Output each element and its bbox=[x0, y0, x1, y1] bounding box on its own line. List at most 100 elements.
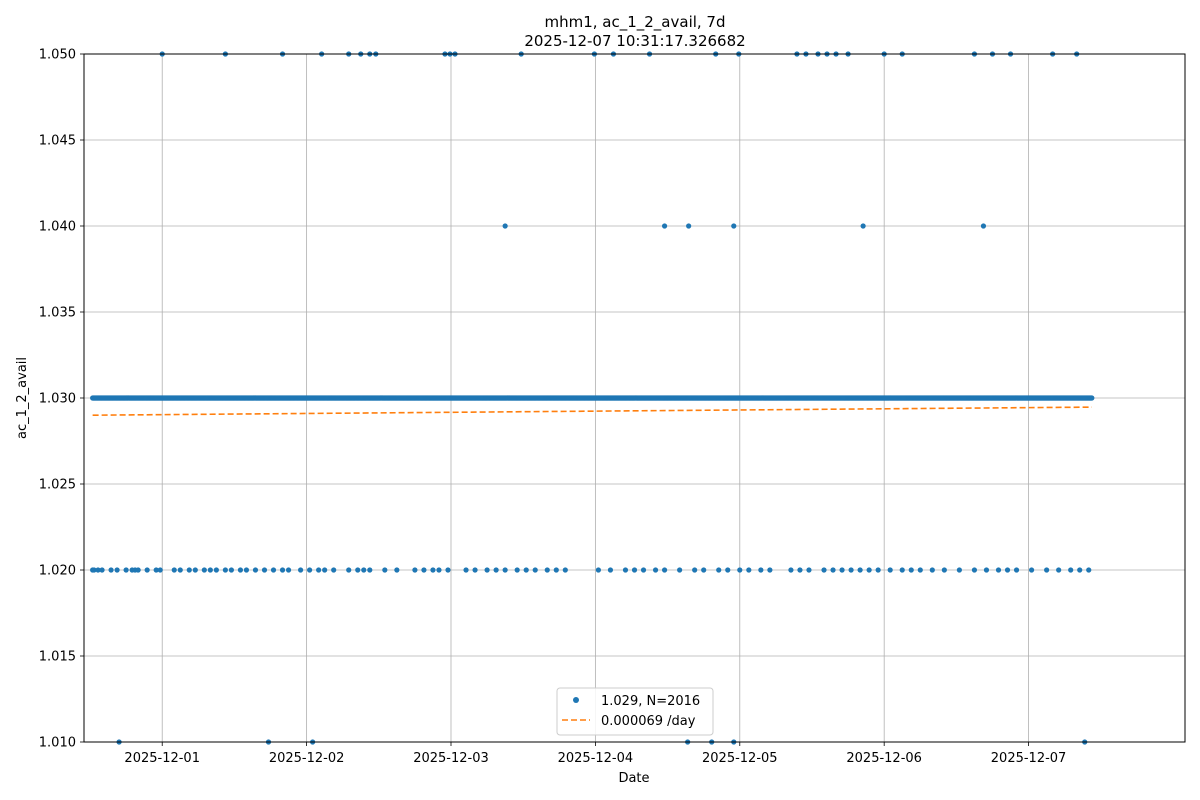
data-point bbox=[941, 567, 947, 573]
data-point bbox=[887, 567, 893, 573]
data-point bbox=[367, 567, 373, 573]
data-point bbox=[788, 567, 794, 573]
data-point bbox=[192, 567, 198, 573]
data-point bbox=[631, 567, 638, 573]
y-tick-label: 1.040 bbox=[39, 220, 76, 235]
data-point bbox=[1004, 567, 1011, 573]
data-point bbox=[1077, 567, 1083, 573]
data-point bbox=[186, 567, 192, 573]
y-axis-label: ac_1_2_avail bbox=[15, 357, 30, 439]
data-point bbox=[652, 567, 659, 573]
data-point bbox=[523, 567, 529, 573]
data-point bbox=[123, 567, 129, 573]
data-point bbox=[261, 567, 268, 573]
data-point bbox=[806, 567, 812, 573]
data-point bbox=[95, 567, 101, 573]
y-axis: 1.010 1.015 1.020 1.025 1.030 1.035 1.040 1.045… bbox=[39, 48, 84, 751]
data-point bbox=[1089, 395, 1095, 401]
data-point bbox=[692, 567, 698, 573]
x-tick-label: 2025-12-01 bbox=[124, 751, 200, 766]
data-point bbox=[99, 567, 105, 573]
data-point bbox=[758, 567, 764, 573]
data-point bbox=[737, 567, 743, 573]
legend-box bbox=[556, 687, 714, 736]
data-point bbox=[980, 223, 987, 229]
data-point bbox=[297, 567, 304, 573]
y-tick-label: 1.010 bbox=[39, 736, 76, 751]
data-point bbox=[797, 567, 803, 573]
data-point bbox=[857, 567, 863, 573]
data-point bbox=[153, 567, 159, 573]
data-point bbox=[421, 567, 427, 573]
data-point bbox=[270, 567, 277, 573]
data-point bbox=[701, 567, 707, 573]
data-point bbox=[532, 567, 538, 573]
data-point bbox=[114, 567, 120, 573]
legend-marker-points bbox=[573, 697, 579, 703]
data-point bbox=[553, 567, 559, 573]
data-point bbox=[171, 567, 177, 573]
x-tick-label: 2025-12-07 bbox=[991, 751, 1067, 766]
data-point bbox=[412, 567, 418, 573]
data-point bbox=[514, 567, 520, 573]
data-point bbox=[502, 223, 508, 229]
data-point bbox=[821, 567, 827, 573]
x-tick-label: 2025-12-03 bbox=[413, 751, 489, 766]
data-point bbox=[355, 567, 361, 573]
data-point bbox=[222, 567, 228, 573]
y-tick-label: 1.015 bbox=[39, 650, 76, 665]
data-point bbox=[971, 567, 978, 573]
data-point bbox=[677, 567, 683, 573]
data-point bbox=[1044, 567, 1050, 573]
data-point bbox=[661, 567, 668, 573]
data-point bbox=[995, 567, 1002, 573]
data-point bbox=[346, 567, 352, 573]
data-point bbox=[361, 567, 367, 573]
data-point bbox=[899, 567, 905, 573]
x-axis: 2025-12-01 2025-12-02 2025-12-03 2025-12-04… bbox=[124, 742, 1066, 766]
data-point bbox=[285, 567, 292, 573]
data-point bbox=[686, 223, 692, 229]
data-point bbox=[436, 567, 442, 573]
data-point bbox=[307, 567, 313, 573]
data-point bbox=[725, 567, 731, 573]
data-point bbox=[1068, 567, 1074, 573]
legend-label-trend: 0.000069 /day bbox=[601, 714, 696, 729]
y-tick-label: 1.030 bbox=[39, 392, 76, 407]
data-point bbox=[716, 567, 722, 573]
data-point bbox=[493, 567, 499, 573]
data-point bbox=[135, 567, 141, 573]
data-point bbox=[331, 567, 337, 573]
data-point bbox=[929, 567, 935, 573]
data-point bbox=[746, 567, 752, 573]
data-point bbox=[228, 567, 235, 573]
chart-title: mhm1, ac_1_2_avail, 7d bbox=[544, 13, 725, 32]
data-point bbox=[1086, 567, 1092, 573]
data-point bbox=[917, 567, 923, 573]
data-point bbox=[731, 223, 737, 229]
data-point bbox=[640, 567, 647, 573]
data-point bbox=[983, 567, 990, 573]
data-point bbox=[322, 567, 328, 573]
x-tick-label: 2025-12-06 bbox=[846, 751, 922, 766]
legend-label-points: 1.029, N=2016 bbox=[601, 694, 700, 709]
trend-line-layer bbox=[92, 406, 1092, 416]
data-point bbox=[866, 567, 872, 573]
data-point bbox=[445, 567, 451, 573]
data-point bbox=[622, 567, 629, 573]
data-point bbox=[382, 567, 388, 573]
data-point bbox=[237, 567, 244, 573]
data-point bbox=[484, 567, 490, 573]
trend-line bbox=[92, 406, 1092, 416]
data-point bbox=[243, 567, 250, 573]
data-point bbox=[252, 567, 259, 573]
data-point bbox=[875, 567, 881, 573]
chart-subtitle: 2025-12-07 10:31:17.326682 bbox=[524, 32, 745, 50]
data-point bbox=[1013, 567, 1020, 573]
data-point bbox=[848, 567, 854, 573]
data-point bbox=[108, 567, 114, 573]
data-point bbox=[463, 567, 469, 573]
data-point bbox=[502, 567, 508, 573]
data-point bbox=[908, 567, 914, 573]
x-axis-label: Date bbox=[618, 771, 649, 786]
